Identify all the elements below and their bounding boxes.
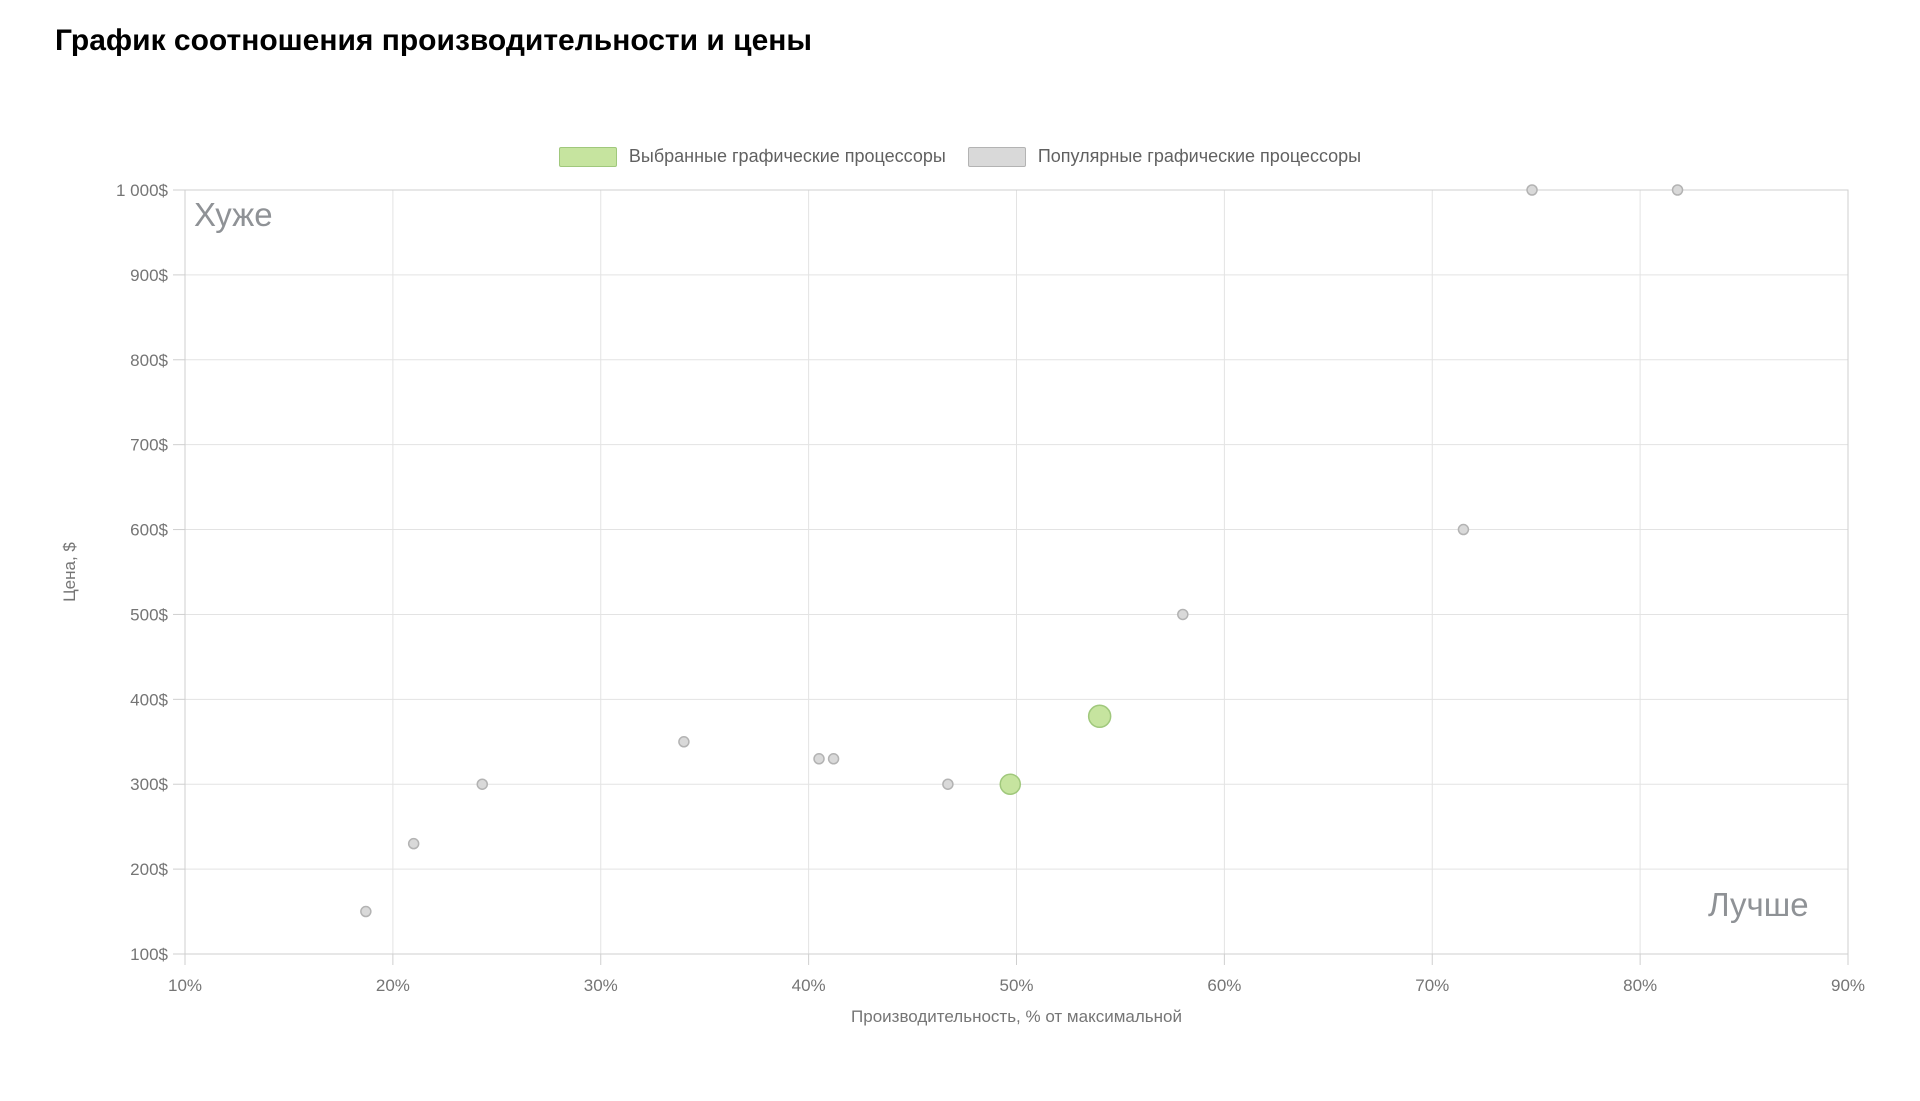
x-tick-label: 40% xyxy=(792,976,826,995)
y-tick-label: 200$ xyxy=(130,860,168,879)
y-tick-label: 900$ xyxy=(130,266,168,285)
x-axis-title: Производительность, % от максимальной xyxy=(851,1007,1182,1026)
data-point-selected[interactable] xyxy=(999,773,1022,795)
x-tick-label: 70% xyxy=(1415,976,1449,995)
data-point-popular[interactable] xyxy=(827,753,840,765)
plot-border xyxy=(184,189,1849,955)
x-tick-label: 80% xyxy=(1623,976,1657,995)
x-tick-label: 60% xyxy=(1207,976,1241,995)
legend-label-popular: Популярные графические процессоры xyxy=(1037,146,1362,166)
legend-item-selected-gpus[interactable]: Выбранные графические процессоры xyxy=(558,146,946,167)
legend-swatch-selected-icon xyxy=(558,146,617,167)
y-tick-label: 700$ xyxy=(130,436,168,455)
data-point-popular[interactable] xyxy=(1177,608,1189,621)
y-tick-label: 300$ xyxy=(130,775,168,794)
y-tick-label: 1 000$ xyxy=(116,181,169,200)
data-point-popular[interactable] xyxy=(942,778,954,790)
data-point-selected[interactable] xyxy=(1087,704,1112,729)
annotation-worse: Хуже xyxy=(194,196,273,233)
legend-swatch-popular-icon xyxy=(967,146,1026,167)
y-tick-label: 400$ xyxy=(130,690,168,709)
x-tick-label: 90% xyxy=(1831,976,1865,995)
x-tick-label: 10% xyxy=(168,976,202,995)
x-tick-label: 20% xyxy=(376,976,410,995)
data-point-popular[interactable] xyxy=(813,753,825,765)
y-tick-label: 800$ xyxy=(130,351,168,370)
page-title: График соотношения производительности и … xyxy=(55,24,813,57)
y-tick-label: 600$ xyxy=(130,521,168,540)
x-tick-label: 30% xyxy=(584,976,618,995)
data-point-popular[interactable] xyxy=(1526,184,1538,196)
data-point-popular[interactable] xyxy=(476,778,489,790)
data-point-popular[interactable] xyxy=(1457,523,1470,536)
y-axis-title: Цена, $ xyxy=(60,542,79,602)
y-tick-label: 500$ xyxy=(130,605,168,624)
x-tick-label: 50% xyxy=(999,976,1033,995)
data-point-popular[interactable] xyxy=(360,905,372,918)
legend-label-selected: Выбранные графические процессоры xyxy=(628,146,946,166)
y-tick-label: 100$ xyxy=(130,945,168,964)
legend-item-popular-gpus[interactable]: Популярные графические процессоры xyxy=(967,146,1362,167)
annotation-better: Лучше xyxy=(1708,886,1809,923)
data-point-popular[interactable] xyxy=(678,736,690,748)
data-point-popular[interactable] xyxy=(1671,184,1684,196)
data-point-popular[interactable] xyxy=(407,837,420,850)
chart-legend: Выбранные графические процессоры Популяр… xyxy=(0,146,1920,167)
